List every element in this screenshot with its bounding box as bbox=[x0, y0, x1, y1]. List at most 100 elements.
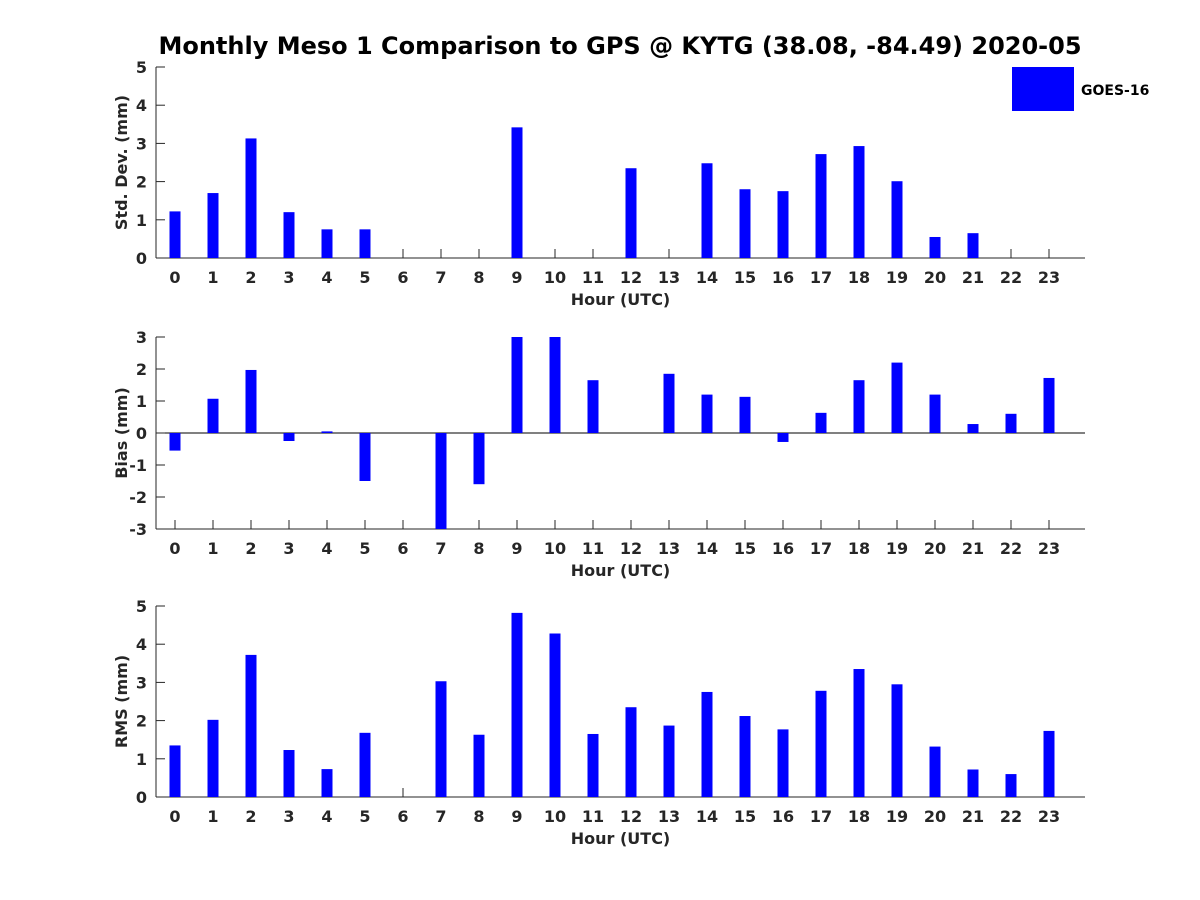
bar-hour-4 bbox=[321, 229, 333, 258]
x-tick-label: 23 bbox=[1038, 539, 1060, 558]
x-tick-label: 16 bbox=[772, 807, 794, 826]
x-tick-label: 20 bbox=[924, 807, 946, 826]
x-tick-label: 6 bbox=[397, 807, 408, 826]
x-axis-label: Hour (UTC) bbox=[571, 290, 671, 309]
x-tick-label: 10 bbox=[544, 807, 566, 826]
bar-hour-14 bbox=[701, 691, 713, 797]
bar-hour-18 bbox=[853, 146, 865, 258]
bar-hour-14 bbox=[701, 394, 713, 433]
bar-hour-11 bbox=[587, 380, 599, 433]
bar-hour-2 bbox=[245, 138, 257, 258]
x-tick-label: 13 bbox=[658, 268, 680, 287]
y-tick-label: 5 bbox=[136, 58, 147, 77]
y-tick-label: 2 bbox=[136, 360, 147, 379]
bar-hour-19 bbox=[891, 684, 903, 797]
bar-hour-17 bbox=[815, 690, 827, 797]
bar-hour-11 bbox=[587, 733, 599, 797]
x-tick-label: 2 bbox=[245, 539, 256, 558]
bar-hour-21 bbox=[967, 233, 979, 258]
bar-hour-22 bbox=[1005, 774, 1017, 797]
bar-hour-7 bbox=[435, 681, 447, 797]
bar-hour-14 bbox=[701, 163, 713, 258]
x-tick-label: 15 bbox=[734, 539, 756, 558]
x-tick-label: 7 bbox=[435, 268, 446, 287]
bar-hour-9 bbox=[511, 612, 523, 797]
x-tick-label: 14 bbox=[696, 807, 718, 826]
x-tick-label: 3 bbox=[283, 268, 294, 287]
x-tick-label: 23 bbox=[1038, 268, 1060, 287]
x-tick-label: 17 bbox=[810, 268, 832, 287]
x-tick-label: 10 bbox=[544, 539, 566, 558]
bar-hour-23 bbox=[1043, 377, 1055, 433]
x-tick-label: 20 bbox=[924, 268, 946, 287]
bar-hour-0 bbox=[169, 745, 181, 797]
y-tick-label: 0 bbox=[136, 249, 147, 268]
x-tick-label: 22 bbox=[1000, 807, 1022, 826]
bar-hour-23 bbox=[1043, 730, 1055, 797]
x-tick-label: 12 bbox=[620, 268, 642, 287]
x-tick-label: 21 bbox=[962, 807, 984, 826]
x-tick-label: 4 bbox=[321, 539, 332, 558]
x-tick-label: 13 bbox=[658, 807, 680, 826]
x-tick-label: 12 bbox=[620, 539, 642, 558]
y-tick-label: 2 bbox=[136, 712, 147, 731]
bar-hour-9 bbox=[511, 337, 523, 433]
legend-label: GOES-16 bbox=[1081, 83, 1149, 99]
bar-hour-3 bbox=[283, 750, 295, 797]
y-tick-label: 3 bbox=[136, 673, 147, 692]
x-tick-label: 15 bbox=[734, 807, 756, 826]
x-tick-label: 2 bbox=[245, 807, 256, 826]
x-tick-label: 21 bbox=[962, 539, 984, 558]
x-tick-label: 9 bbox=[511, 268, 522, 287]
x-tick-label: 19 bbox=[886, 539, 908, 558]
y-axis-label: RMS (mm) bbox=[112, 655, 131, 748]
bar-hour-19 bbox=[891, 362, 903, 433]
bar-hour-2 bbox=[245, 369, 257, 433]
x-tick-label: 3 bbox=[283, 807, 294, 826]
x-tick-label: 9 bbox=[511, 539, 522, 558]
y-tick-label: 4 bbox=[136, 635, 147, 654]
x-tick-label: 5 bbox=[359, 268, 370, 287]
x-tick-label: 2 bbox=[245, 268, 256, 287]
x-axis-label: Hour (UTC) bbox=[571, 561, 671, 580]
x-tick-label: 18 bbox=[848, 807, 870, 826]
bar-hour-13 bbox=[663, 373, 675, 433]
bar-hour-16 bbox=[777, 191, 789, 258]
bar-hour-15 bbox=[739, 396, 751, 433]
bar-hour-10 bbox=[549, 633, 561, 797]
bar-hour-1 bbox=[207, 719, 219, 797]
bar-hour-13 bbox=[663, 725, 675, 797]
bar-hour-17 bbox=[815, 412, 827, 433]
x-tick-label: 14 bbox=[696, 539, 718, 558]
x-tick-label: 6 bbox=[397, 268, 408, 287]
x-tick-label: 18 bbox=[848, 539, 870, 558]
y-tick-label: 4 bbox=[136, 96, 147, 115]
x-tick-label: 11 bbox=[582, 539, 604, 558]
x-tick-label: 10 bbox=[544, 268, 566, 287]
x-tick-label: 23 bbox=[1038, 807, 1060, 826]
legend-swatch bbox=[1012, 67, 1074, 111]
bar-hour-7 bbox=[435, 433, 447, 529]
bar-hour-0 bbox=[169, 433, 181, 451]
chart-title: Monthly Meso 1 Comparison to GPS @ KYTG … bbox=[158, 32, 1081, 60]
bar-hour-9 bbox=[511, 127, 523, 258]
y-tick-label: 0 bbox=[136, 424, 147, 443]
x-tick-label: 17 bbox=[810, 807, 832, 826]
bar-hour-15 bbox=[739, 716, 751, 797]
x-tick-label: 11 bbox=[582, 807, 604, 826]
bar-hour-5 bbox=[359, 229, 371, 258]
x-tick-label: 20 bbox=[924, 539, 946, 558]
bar-hour-8 bbox=[473, 433, 485, 485]
bar-hour-16 bbox=[777, 729, 789, 797]
x-tick-label: 0 bbox=[169, 539, 180, 558]
bar-hour-17 bbox=[815, 154, 827, 258]
y-axis-label: Bias (mm) bbox=[112, 387, 131, 479]
x-tick-label: 18 bbox=[848, 268, 870, 287]
x-tick-label: 3 bbox=[283, 539, 294, 558]
x-tick-label: 8 bbox=[473, 539, 484, 558]
y-tick-label: -2 bbox=[129, 488, 147, 507]
x-tick-label: 12 bbox=[620, 807, 642, 826]
bar-hour-3 bbox=[283, 433, 295, 441]
